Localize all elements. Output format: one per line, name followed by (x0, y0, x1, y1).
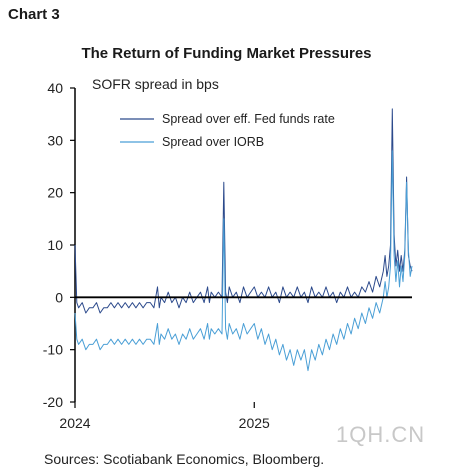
y-tick-label: 40 (47, 80, 63, 96)
y-tick-label: 10 (47, 237, 63, 253)
source-note: Sources: Scotiabank Economics, Bloomberg… (44, 451, 325, 467)
watermark: 1QH.CN (336, 422, 426, 447)
y-tick-label: 30 (47, 132, 63, 148)
x-tick-label: 2025 (239, 415, 270, 431)
y-axis-label: SOFR spread in bps (92, 76, 219, 92)
series-line-iorb (74, 150, 413, 372)
y-tick-label: -10 (43, 342, 63, 358)
series-line-fed-funds (74, 108, 413, 314)
legend-label: Spread over eff. Fed funds rate (162, 112, 335, 126)
legend-label: Spread over IORB (162, 135, 264, 149)
y-tick-label: -20 (43, 394, 63, 410)
y-tick-label: 20 (47, 185, 63, 201)
chart-title: The Return of Funding Market Pressures (81, 45, 372, 62)
chart-number-label: Chart 3 (8, 6, 60, 23)
y-tick-label: 0 (55, 289, 63, 305)
x-tick-label: 2024 (59, 415, 90, 431)
